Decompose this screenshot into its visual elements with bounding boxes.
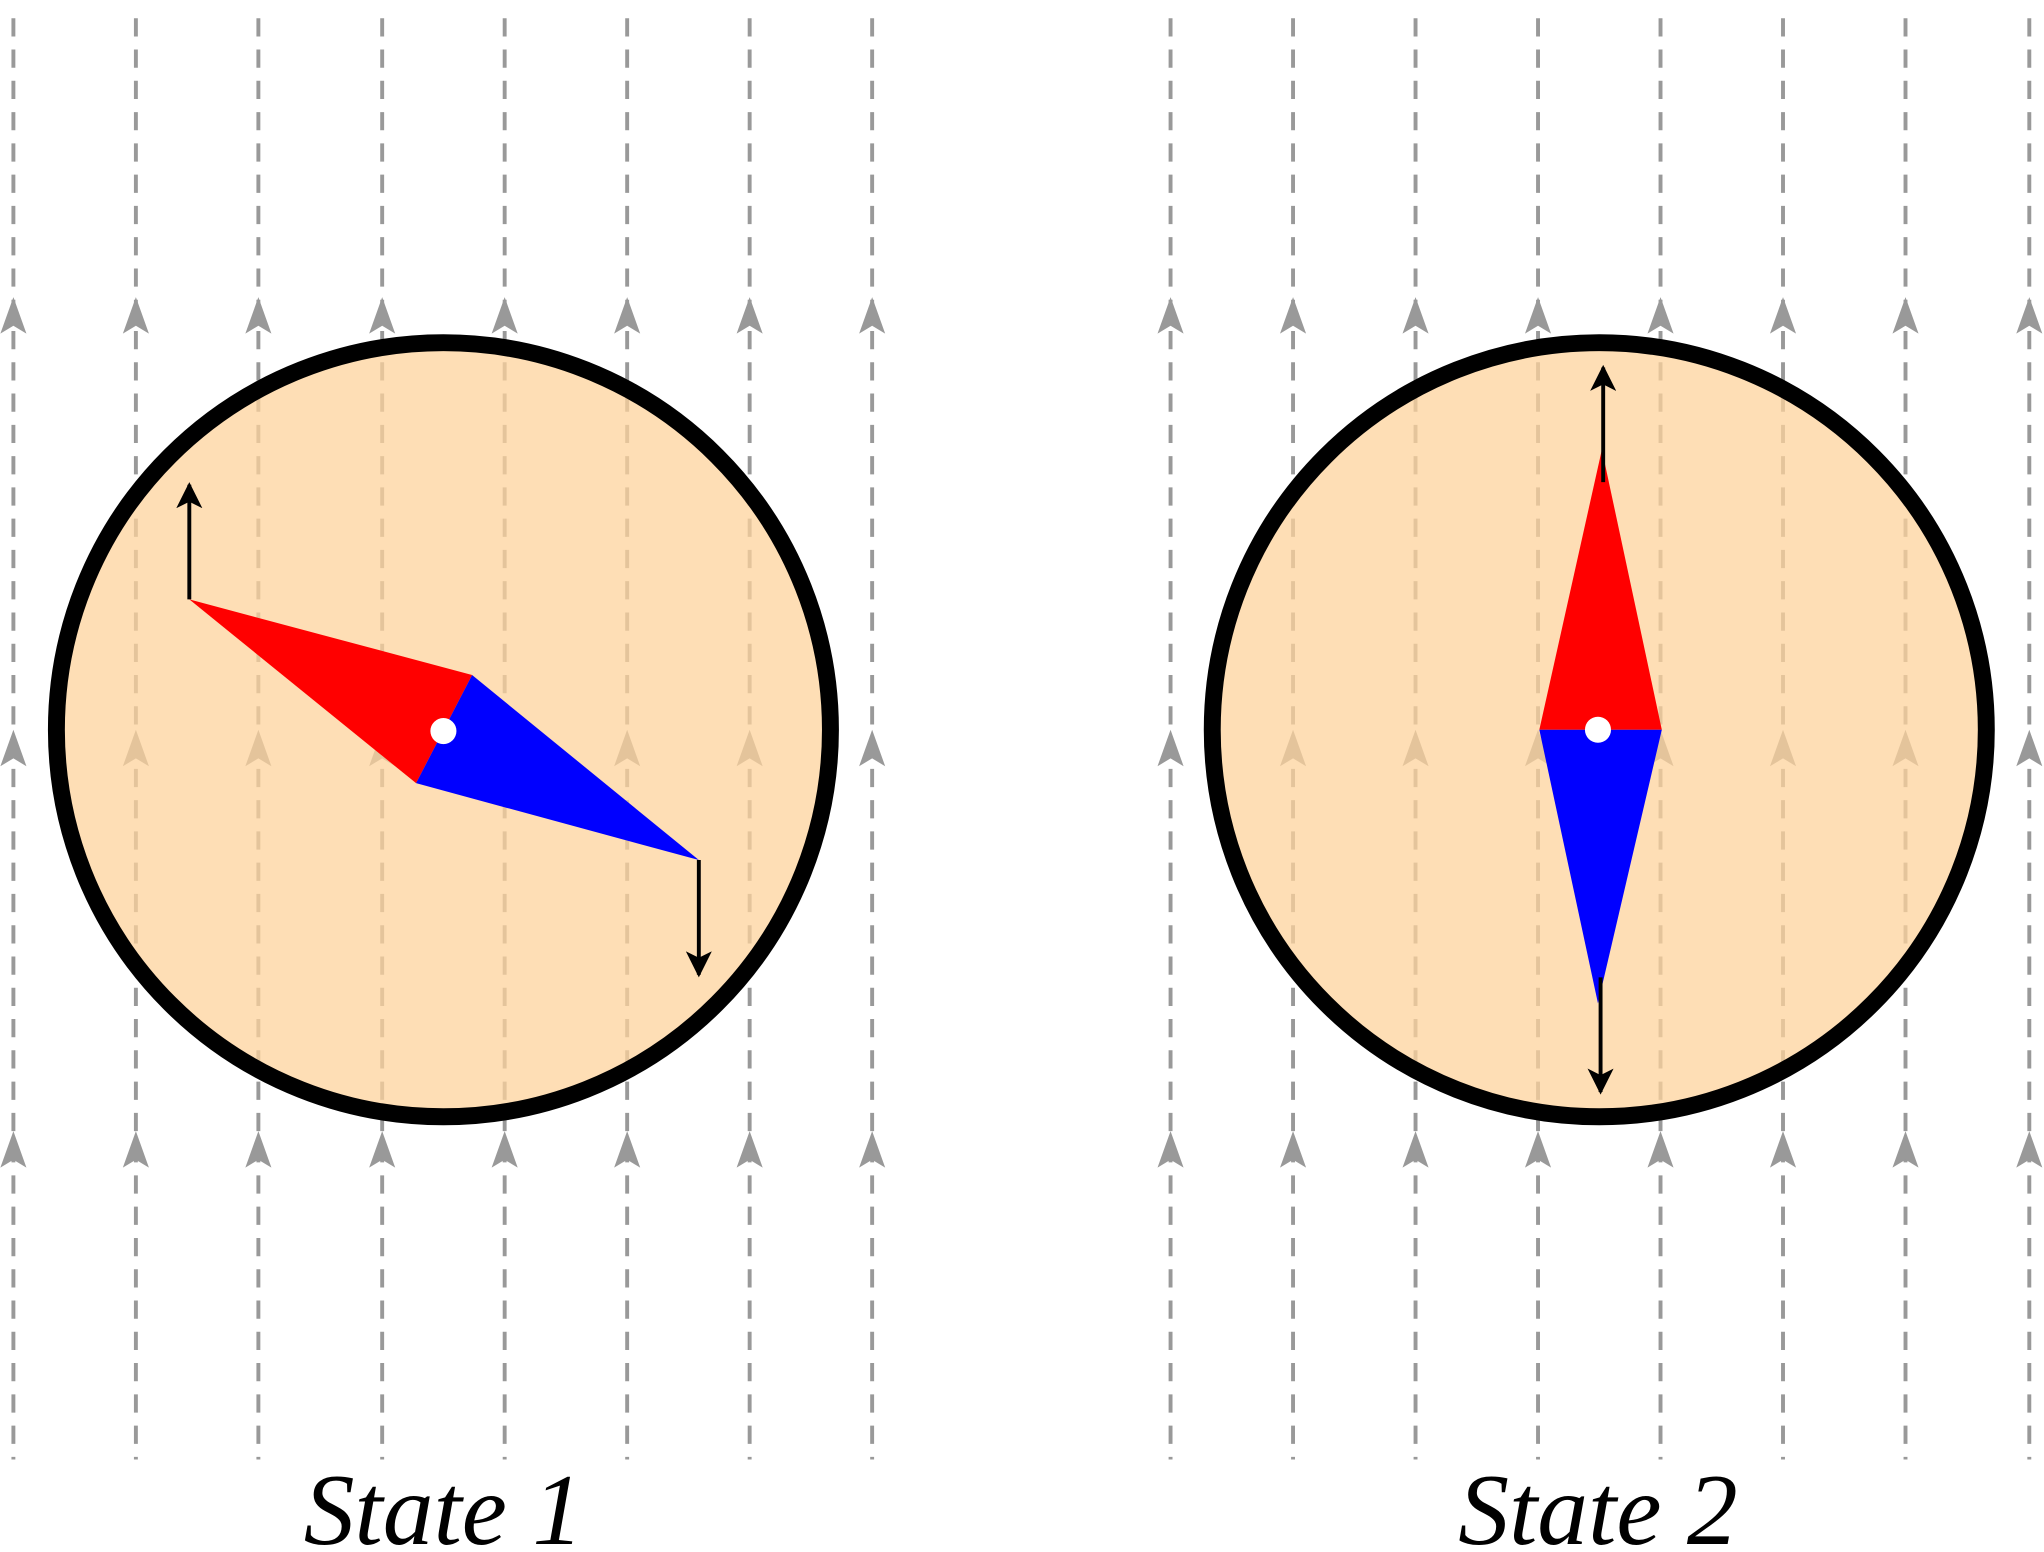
field-arrow (1157, 1131, 1184, 1168)
field-arrow (1892, 297, 1919, 334)
field-arrow (1280, 1131, 1307, 1168)
field-arrow (1524, 297, 1552, 334)
field-arrow (859, 297, 886, 334)
field-arrow (1524, 1131, 1552, 1168)
field-arrow (614, 297, 641, 334)
pivot (1584, 716, 1612, 743)
needle-south (1539, 729, 1662, 1004)
field-arrow (491, 1131, 518, 1168)
field-arrow (1769, 1131, 1797, 1168)
state-label: State 2 (1458, 1453, 1737, 1552)
field-arrow (1647, 1131, 1674, 1168)
field-arrow (1892, 1131, 1919, 1168)
pivot (430, 718, 457, 745)
field-arrow (245, 297, 272, 334)
field-arrow (2016, 297, 2043, 334)
needle-south (416, 675, 699, 861)
field-arrow (1402, 297, 1429, 334)
field-arrow (0, 297, 27, 334)
field-arrow (859, 729, 886, 767)
field-arrow (1157, 729, 1184, 767)
field-arrow (736, 297, 763, 334)
field-arrow (1157, 297, 1184, 334)
needle-north (189, 599, 473, 784)
compasses (47, 334, 1995, 1126)
field-arrow (122, 1131, 149, 1168)
field-arrow (0, 729, 27, 767)
field-arrow (2016, 1131, 2043, 1168)
field-arrow (245, 1131, 272, 1168)
field-arrow (491, 297, 518, 334)
field-arrow (1402, 1131, 1429, 1168)
field-arrow (1769, 297, 1797, 334)
field-arrow (614, 1131, 641, 1168)
field-arrow (2016, 729, 2043, 767)
needle-north (1539, 449, 1662, 730)
field-arrow (369, 297, 396, 334)
field-arrow (1647, 297, 1674, 334)
field-arrow (736, 1131, 763, 1168)
state-label: State 1 (304, 1453, 583, 1552)
field-arrow (1280, 297, 1307, 334)
field-arrow (122, 297, 149, 334)
field-arrow (859, 1131, 886, 1168)
field-arrow (369, 1131, 396, 1168)
field-arrow (0, 1131, 27, 1168)
